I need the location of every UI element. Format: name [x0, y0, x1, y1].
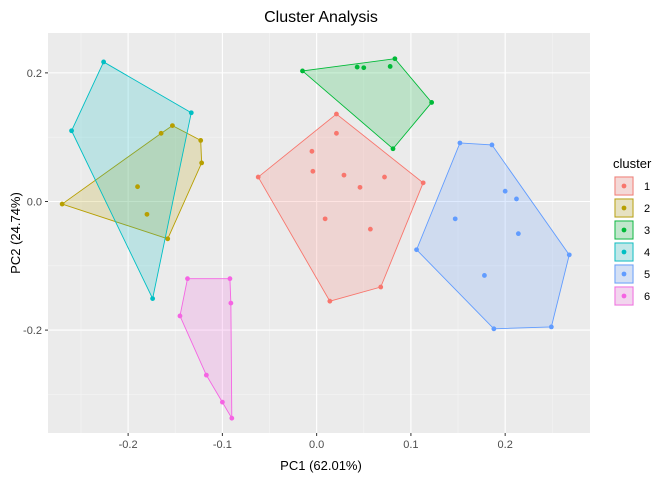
cluster-3-point: [390, 146, 396, 152]
cluster-5-point: [514, 196, 519, 202]
legend-label: 2: [644, 203, 650, 215]
cluster-1-point: [327, 298, 333, 304]
cluster-1-point: [334, 130, 339, 136]
cluster-5-point: [482, 273, 487, 278]
x-axis-title: PC1 (62.01%): [280, 458, 362, 473]
cluster-1-hull: [257, 113, 424, 302]
x-tick-label: 0.2: [498, 439, 513, 451]
cluster-1-point: [367, 226, 373, 232]
cluster-6-point: [177, 313, 183, 319]
cluster-1-point: [309, 148, 315, 154]
cluster-1-point: [334, 111, 339, 117]
x-tick-label: 0.1: [403, 439, 418, 451]
cluster-1-point: [378, 284, 384, 290]
x-tick-label: 0.0: [309, 439, 324, 451]
legend-label: 4: [644, 247, 650, 259]
cluster-3-point: [354, 64, 360, 70]
cluster-4-point: [188, 110, 194, 116]
cluster-5-point: [502, 188, 508, 194]
cluster-4-point: [101, 59, 107, 65]
cluster-1-point: [420, 180, 426, 186]
cluster-5-point: [491, 326, 497, 332]
legend-label: 1: [644, 181, 650, 193]
cluster-1-point: [341, 172, 347, 178]
legend-key-point: [621, 205, 627, 211]
cluster-2-point: [198, 137, 204, 143]
cluster-2-point: [59, 201, 65, 207]
cluster-5-point: [515, 231, 521, 237]
legend-key-point: [621, 293, 627, 299]
cluster-4-point: [150, 296, 156, 301]
cluster-6-point: [203, 372, 209, 378]
x-tick-label: -0.1: [213, 439, 232, 451]
legend-key-point: [621, 271, 627, 277]
cluster-3-point: [392, 56, 398, 62]
cluster-1-point: [255, 174, 261, 180]
cluster-1-point: [322, 216, 328, 222]
legend-title: cluster: [613, 156, 652, 171]
y-tick-label: 0.2: [27, 68, 42, 80]
cluster-5-point: [457, 140, 463, 146]
y-tick-label: 0.0: [27, 196, 42, 208]
cluster-1-point: [382, 174, 387, 180]
cluster-1-point: [310, 168, 316, 174]
cluster-2-point: [158, 130, 164, 136]
cluster-2-point: [170, 123, 175, 129]
y-axis-title: PC2 (24.74%): [8, 192, 23, 274]
cluster-3-point: [387, 64, 393, 69]
cluster-6-point: [229, 415, 235, 421]
cluster-2-point: [135, 184, 140, 190]
cluster-hulls: [61, 58, 570, 420]
legend: cluster 1 2 3 4 5 6: [613, 156, 652, 306]
cluster-2-point: [144, 211, 150, 217]
legend-label: 3: [644, 225, 650, 237]
minor-gridlines: [48, 33, 590, 433]
legend-key-point: [621, 227, 627, 233]
cluster-6-point: [219, 399, 225, 405]
cluster-5-point: [548, 324, 554, 330]
cluster-4-point: [69, 128, 74, 134]
cluster-3-point: [429, 100, 435, 105]
cluster-5-point: [414, 247, 419, 253]
cluster-6-point: [228, 300, 234, 306]
chart-title: Cluster Analysis: [264, 9, 378, 26]
legend-key-point: [621, 249, 627, 255]
cluster-6-point: [185, 276, 190, 282]
legend-label: 6: [644, 291, 650, 303]
y-axis: -0.2 0.0 0.2: [23, 68, 48, 337]
cluster-2-point: [165, 236, 171, 242]
cluster-5-point: [452, 216, 458, 222]
cluster-3-point: [300, 68, 305, 74]
cluster-3-point: [361, 65, 367, 71]
cluster-1-point: [357, 184, 363, 190]
legend-key-point: [621, 183, 627, 189]
cluster-2-point: [199, 160, 205, 166]
data-points: [59, 56, 572, 421]
y-tick-label: -0.2: [23, 325, 42, 337]
plot-panel: [48, 33, 590, 433]
cluster-5-point: [489, 142, 495, 148]
x-axis: -0.2 -0.1 0.0 0.1 0.2: [119, 433, 513, 451]
major-gridlines: [48, 33, 590, 433]
cluster-5-point: [566, 252, 572, 258]
legend-label: 5: [644, 269, 650, 281]
cluster-6-point: [227, 276, 233, 282]
x-tick-label: -0.2: [119, 439, 138, 451]
